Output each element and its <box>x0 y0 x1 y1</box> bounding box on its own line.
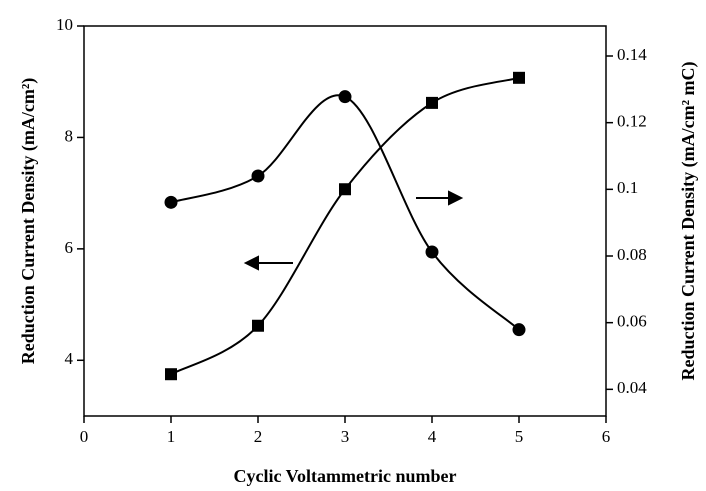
x-tick-label: 5 <box>515 427 524 446</box>
y2-tick-label: 0.08 <box>617 245 647 264</box>
y2-tick-label: 0.1 <box>617 178 638 197</box>
y2-tick-label: 0.06 <box>617 312 647 331</box>
marker <box>426 96 438 109</box>
marker <box>425 245 439 259</box>
x-tick-label: 3 <box>341 427 350 446</box>
x-tick-label: 4 <box>428 427 437 446</box>
marker <box>339 183 351 196</box>
series-line <box>170 76 520 376</box>
x-tick-label: 1 <box>167 427 176 446</box>
y-tick-label: 4 <box>65 349 74 368</box>
marker <box>164 195 178 209</box>
y2-axis-label: Reduction Current Density (mA/cm² mC) <box>678 61 699 380</box>
y-axis-label: Reduction Current Density (mA/cm²) <box>18 78 39 365</box>
x-tick-label: 0 <box>80 427 89 446</box>
x-tick-label: 2 <box>254 427 263 446</box>
y2-tick-label: 0.04 <box>617 378 647 397</box>
marker <box>512 323 526 337</box>
plot-frame <box>83 25 607 417</box>
y2-tick-label: 0.12 <box>617 112 647 131</box>
x-tick-label: 6 <box>602 427 611 446</box>
x-axis-label: Cyclic Voltammetric number <box>234 466 457 486</box>
marker <box>338 90 352 104</box>
y-tick-label: 8 <box>65 126 74 145</box>
marker <box>252 319 264 332</box>
y-tick-label: 6 <box>65 238 74 257</box>
series-line <box>170 94 520 331</box>
arrows <box>243 190 464 271</box>
marker <box>251 169 265 183</box>
y-tick-label: 10 <box>56 15 73 34</box>
y2-tick-label: 0.14 <box>617 45 647 64</box>
marker <box>513 71 525 84</box>
marker <box>165 368 177 381</box>
